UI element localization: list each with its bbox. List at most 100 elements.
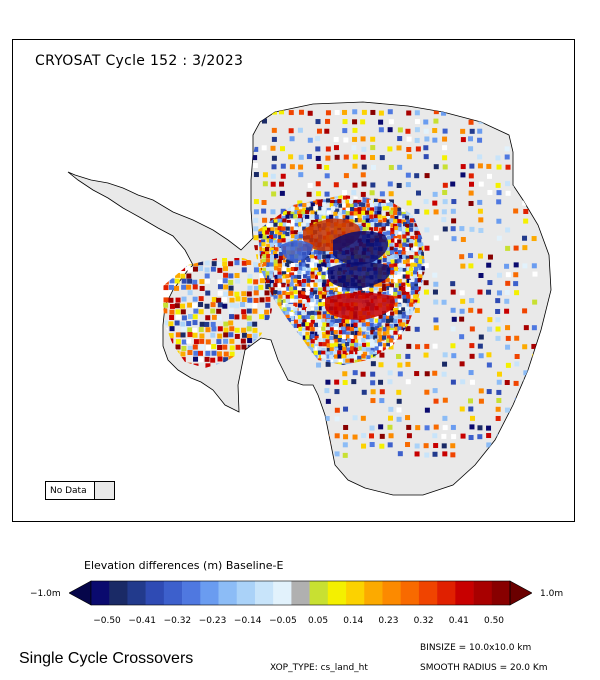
- colorbar-max-arrow: [509, 580, 532, 606]
- elevation-cell: [369, 210, 374, 215]
- elevation-cell: [282, 262, 287, 267]
- elevation-cell: [322, 199, 327, 204]
- elevation-cell: [163, 308, 168, 314]
- elevation-cell: [317, 254, 322, 259]
- elevation-cell: [269, 262, 274, 267]
- elevation-cell: [487, 326, 493, 332]
- elevation-cell: [338, 203, 343, 208]
- elevation-cell: [390, 231, 395, 236]
- elevation-cell: [316, 128, 322, 134]
- elevation-cell: [294, 310, 299, 315]
- elevation-cell: [478, 217, 484, 223]
- elevation-cell: [361, 202, 366, 208]
- elevation-cell: [302, 339, 308, 345]
- elevation-cell: [313, 206, 318, 211]
- elevation-cell: [378, 362, 384, 368]
- elevation-cell: [222, 303, 228, 309]
- elevation-cell: [310, 302, 315, 307]
- elevation-cell: [381, 279, 386, 284]
- elevation-cell: [285, 262, 290, 268]
- elevation-cell: [314, 211, 319, 216]
- elevation-cell: [513, 172, 519, 178]
- elevation-cell: [269, 274, 274, 279]
- elevation-cell: [389, 283, 394, 288]
- elevation-cell: [441, 299, 447, 305]
- elevation-cell: [285, 226, 290, 231]
- elevation-cell: [377, 255, 383, 260]
- elevation-cell: [252, 303, 258, 309]
- elevation-cell: [322, 286, 327, 292]
- elevation-cell: [317, 250, 322, 255]
- elevation-cell: [168, 333, 174, 339]
- elevation-cell: [468, 119, 474, 125]
- elevation-cell: [418, 247, 423, 252]
- elevation-cell: [345, 319, 350, 324]
- elevation-cell: [271, 191, 277, 197]
- elevation-cell: [271, 155, 277, 161]
- elevation-cell: [345, 199, 350, 204]
- elevation-cell: [382, 286, 387, 291]
- elevation-cell: [187, 302, 193, 308]
- elevation-cell: [468, 370, 474, 376]
- elevation-cell: [361, 219, 367, 225]
- elevation-cell: [345, 331, 350, 336]
- elevation-cell: [397, 319, 403, 324]
- elevation-cell: [307, 335, 313, 341]
- elevation-cell: [229, 345, 235, 351]
- colorbar-tick-labels: −0.50 −0.41 −0.32 −0.23 −0.14 −0.05 0.05 0.14 0.…: [0, 616, 600, 630]
- elevation-cell: [259, 297, 265, 303]
- elevation-cell: [316, 191, 322, 197]
- elevation-cell: [210, 357, 216, 363]
- elevation-cell: [405, 172, 411, 178]
- elevation-cell: [361, 181, 367, 187]
- elevation-cell: [393, 266, 399, 271]
- elevation-cell: [388, 191, 394, 197]
- elevation-cell: [531, 433, 537, 439]
- elevation-cell: [288, 452, 294, 458]
- elevation-cell: [274, 263, 279, 268]
- elevation-cell: [314, 214, 319, 220]
- elevation-cell: [496, 119, 502, 125]
- elevation-cell: [301, 330, 307, 335]
- elevation-cell: [397, 211, 402, 217]
- elevation-cell: [301, 310, 306, 315]
- elevation-cell: [204, 273, 210, 279]
- elevation-cell: [334, 215, 340, 221]
- elevation-cell: [398, 286, 403, 291]
- elevation-cell: [264, 356, 270, 362]
- colorbar-bin: [218, 581, 238, 605]
- elevation-cell: [379, 443, 385, 449]
- elevation-cell: [322, 322, 327, 327]
- elevation-cell: [217, 344, 223, 350]
- elevation-cell: [169, 278, 175, 284]
- elevation-cell: [406, 110, 412, 116]
- elevation-cell: [258, 346, 263, 351]
- elevation-cell: [337, 287, 342, 292]
- elevation-cell: [342, 380, 348, 386]
- elevation-cell: [381, 335, 387, 340]
- elevation-cell: [163, 320, 169, 326]
- elevation-cell: [301, 322, 306, 327]
- elevation-cell: [301, 271, 306, 277]
- elevation-cell: [180, 321, 186, 327]
- elevation-cell: [258, 251, 263, 256]
- elevation-cell: [393, 210, 398, 216]
- elevation-cell: [247, 273, 253, 279]
- elevation-cell: [262, 254, 267, 259]
- elevation-cell: [378, 335, 383, 340]
- elevation-cell: [369, 433, 375, 439]
- elevation-cell: [187, 290, 193, 296]
- elevation-cell: [246, 260, 252, 266]
- elevation-cell: [163, 285, 169, 291]
- elevation-cell: [418, 234, 423, 240]
- elevation-cell: [211, 314, 217, 320]
- elevation-cell: [310, 319, 315, 325]
- elevation-cell: [365, 319, 370, 324]
- elevation-cell: [274, 278, 279, 284]
- elevation-cell: [413, 299, 418, 304]
- elevation-cell: [349, 354, 354, 359]
- elevation-cell: [271, 451, 277, 457]
- elevation-cell: [281, 283, 286, 288]
- elevation-cell: [168, 258, 174, 260]
- elevation-cell: [198, 327, 204, 333]
